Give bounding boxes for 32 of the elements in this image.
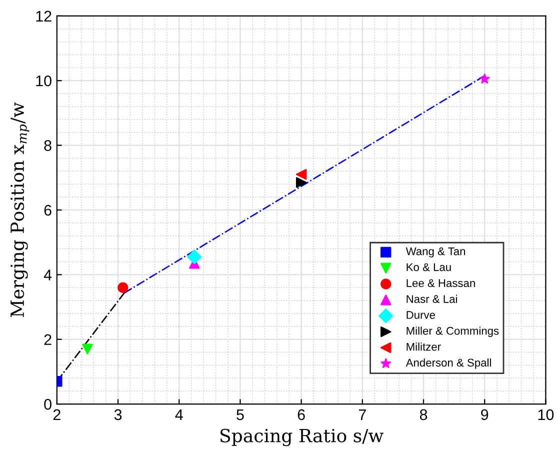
x-tick-label: 2 <box>53 409 60 420</box>
legend-label: Wang & Tan <box>406 247 466 258</box>
legend-label: Durve <box>406 311 435 319</box>
y-tick-label: 12 <box>36 10 52 22</box>
y-tick-label: 0 <box>44 398 52 410</box>
x-tick-label: 8 <box>420 409 428 420</box>
point <box>480 74 490 84</box>
y-tick-label: 10 <box>36 75 52 86</box>
point <box>118 282 128 293</box>
legend-label: Lee & Hassan <box>406 279 475 288</box>
x-tick-label: 9 <box>481 409 488 420</box>
legend-label: Miller & Commings <box>406 326 499 337</box>
point <box>296 169 307 180</box>
x-tick-label: 6 <box>298 409 305 420</box>
x-tick-label: 4 <box>175 409 183 420</box>
point <box>187 250 202 264</box>
x-axis-title: Spacing Ratio s/w <box>220 428 384 446</box>
x-tick-label: 10 <box>538 409 554 420</box>
x-tick-label: 7 <box>358 409 366 420</box>
legend-label: Militzer <box>406 342 441 351</box>
y-tick-label: 2 <box>44 334 52 345</box>
x-tick-label: 5 <box>236 409 244 420</box>
y-tick-label: 4 <box>44 270 52 280</box>
point <box>82 344 93 354</box>
legend-label: Nasr & Lai <box>406 294 457 303</box>
x-tick-label: 3 <box>114 409 122 420</box>
legend-label: Anderson & Spall <box>406 358 491 369</box>
y-tick-label: 6 <box>44 204 52 216</box>
y-axis-title: Merging Position x$_{mp}$/w <box>10 102 30 318</box>
y-tick-label: 8 <box>44 140 52 151</box>
point <box>296 177 307 188</box>
legend-label: Ko & Lau <box>406 263 451 272</box>
